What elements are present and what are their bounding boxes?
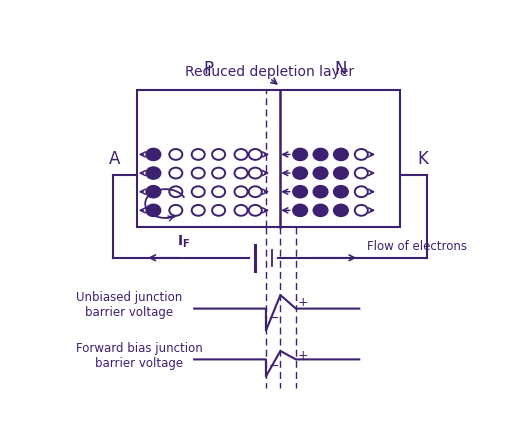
Text: Forward bias junction
barrier voltage: Forward bias junction barrier voltage: [76, 342, 203, 370]
Text: Flow of electrons: Flow of electrons: [367, 240, 468, 253]
Text: −: −: [269, 312, 280, 325]
Text: K: K: [417, 150, 428, 168]
Circle shape: [333, 204, 348, 216]
Circle shape: [293, 186, 308, 198]
Circle shape: [146, 167, 161, 179]
Text: Unbiased junction
barrier voltage: Unbiased junction barrier voltage: [76, 291, 182, 319]
Circle shape: [333, 148, 348, 161]
Circle shape: [313, 204, 328, 216]
Text: +: +: [298, 349, 309, 362]
Text: A: A: [109, 150, 120, 168]
Circle shape: [146, 148, 161, 161]
Text: −: −: [269, 360, 280, 374]
Circle shape: [313, 148, 328, 161]
Circle shape: [293, 167, 308, 179]
Circle shape: [333, 167, 348, 179]
Text: $\mathbf{I_F}$: $\mathbf{I_F}$: [177, 234, 190, 250]
Text: N: N: [334, 60, 347, 78]
Circle shape: [333, 186, 348, 198]
Circle shape: [293, 148, 308, 161]
Circle shape: [293, 204, 308, 216]
Text: Reduced depletion layer: Reduced depletion layer: [185, 65, 354, 79]
Bar: [137, 90, 400, 227]
Text: P: P: [204, 60, 214, 78]
Circle shape: [146, 204, 161, 216]
Text: +: +: [298, 296, 309, 309]
Circle shape: [313, 167, 328, 179]
Circle shape: [313, 186, 328, 198]
Circle shape: [146, 186, 161, 198]
